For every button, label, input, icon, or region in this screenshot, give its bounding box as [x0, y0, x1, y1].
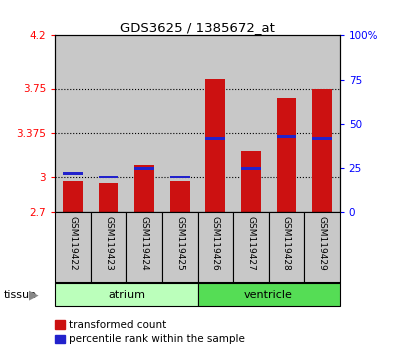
Title: GDS3625 / 1385672_at: GDS3625 / 1385672_at — [120, 21, 275, 34]
Text: ventricle: ventricle — [244, 290, 293, 300]
Bar — [304, 212, 340, 283]
Text: GSM119427: GSM119427 — [246, 216, 255, 271]
Bar — [63, 181, 83, 212]
Text: transformed count: transformed count — [69, 320, 166, 330]
Bar — [99, 183, 118, 212]
Bar — [91, 35, 126, 212]
Bar — [63, 172, 83, 175]
Bar — [134, 167, 154, 170]
Bar — [99, 176, 118, 178]
Bar — [241, 151, 261, 212]
Text: ▶: ▶ — [29, 288, 38, 301]
Text: GSM119422: GSM119422 — [69, 216, 77, 270]
Text: GSM119428: GSM119428 — [282, 216, 291, 271]
Bar — [162, 212, 198, 283]
Bar — [269, 35, 304, 212]
Bar — [198, 283, 340, 306]
Bar — [55, 283, 198, 306]
Bar — [233, 35, 269, 212]
Bar — [55, 212, 91, 283]
Bar — [170, 181, 190, 212]
Text: percentile rank within the sample: percentile rank within the sample — [69, 334, 245, 344]
Bar — [134, 165, 154, 212]
Text: GSM119425: GSM119425 — [175, 216, 184, 271]
Bar — [126, 212, 162, 283]
Bar — [269, 212, 304, 283]
Text: atrium: atrium — [108, 290, 145, 300]
Bar — [162, 35, 198, 212]
Bar — [233, 212, 269, 283]
Bar — [312, 88, 332, 212]
Text: GSM119423: GSM119423 — [104, 216, 113, 271]
Text: tissue: tissue — [4, 290, 37, 300]
Bar — [205, 79, 225, 212]
Bar — [276, 98, 296, 212]
Bar — [304, 35, 340, 212]
Bar — [55, 35, 91, 212]
Bar — [312, 137, 332, 139]
Bar — [198, 35, 233, 212]
Bar — [170, 176, 190, 178]
Bar — [126, 35, 162, 212]
Bar — [205, 137, 225, 139]
Text: GSM119429: GSM119429 — [318, 216, 326, 271]
Bar — [241, 167, 261, 170]
Bar — [91, 212, 126, 283]
Text: GSM119426: GSM119426 — [211, 216, 220, 271]
Bar — [198, 212, 233, 283]
Text: GSM119424: GSM119424 — [140, 216, 149, 270]
Bar — [276, 135, 296, 138]
